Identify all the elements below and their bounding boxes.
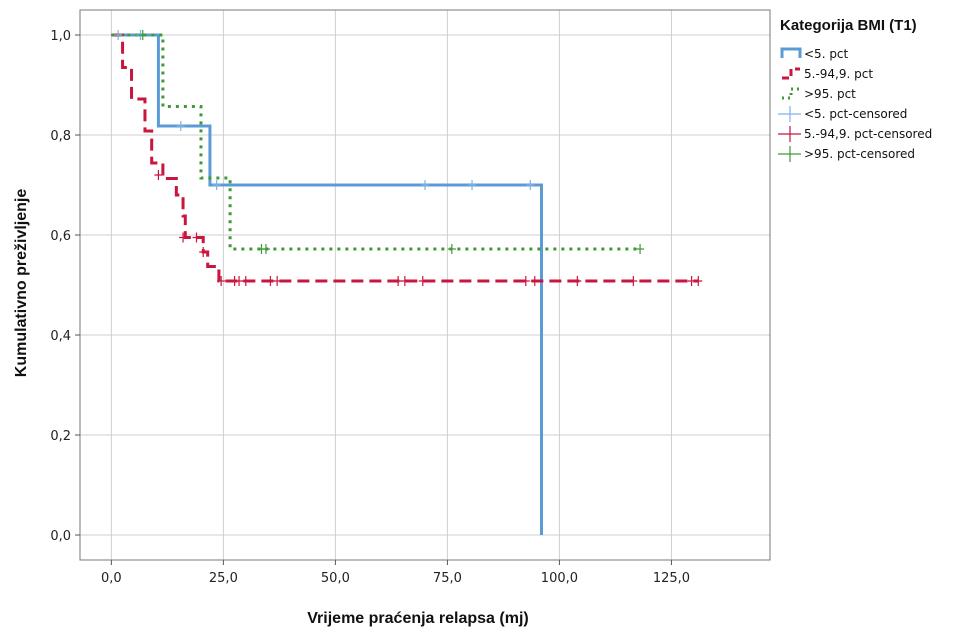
series-line-3 (111, 33, 641, 251)
series-line-1 (111, 33, 543, 535)
legend-item-3: >95. pct (782, 87, 856, 101)
y-tick-label: 0,0 (50, 529, 71, 544)
legend-censor-swatch (778, 146, 801, 162)
censor-mark (114, 30, 123, 40)
legend-label: 5.-94,9. pct-censored (804, 127, 932, 141)
y-tick-label: 0,2 (50, 429, 71, 444)
y-axis-title: Kumulativno preživljenje (13, 189, 30, 378)
x-tick-label: 25,0 (209, 571, 238, 586)
series-line-2 (111, 33, 699, 283)
legend-censored-item-3: >95. pct-censored (778, 146, 915, 162)
legend-censor-swatch (778, 106, 801, 122)
tick-layer: 0,0 25,0 50,0 75,0 100,0 125,0 0,0 0,2 0,4 0,6 0,8… (50, 29, 690, 586)
x-tick-label: 50,0 (321, 571, 350, 586)
censor-mark (192, 232, 201, 243)
legend-swatch (780, 47, 802, 58)
grid-layer (80, 10, 770, 560)
legend-items: <5. pct 5.-94,9. pct >95. pct <5. pct-censo… (778, 47, 932, 162)
legend-label: >95. pct-censored (804, 147, 915, 161)
y-tick-label: 0,4 (50, 329, 71, 344)
x-tick-label: 75,0 (433, 571, 462, 586)
censor-mark (418, 276, 427, 286)
censor-mark (212, 180, 221, 190)
series-layer (111, 33, 699, 535)
legend-censor-swatch (778, 126, 801, 142)
plot-frame (79, 9, 771, 561)
censor-mark (154, 170, 163, 180)
x-axis-title: Vrijeme praćenja relapsa (mj) (307, 610, 528, 627)
censor-mark (636, 244, 645, 254)
legend-label: <5. pct (804, 47, 849, 61)
y-tick-label: 0,8 (50, 129, 71, 144)
censor-mark (694, 276, 703, 286)
censor-mark (573, 276, 582, 286)
censor-mark (468, 180, 477, 190)
legend-swatch (782, 87, 800, 100)
censor-mark (521, 276, 530, 286)
censor-mark (447, 244, 456, 254)
legend: Kategorija BMI (T1) <5. pct 5.-94,9. pct >… (778, 17, 932, 162)
censor-mark (530, 276, 539, 286)
censor-layer (114, 30, 703, 286)
censor-mark (217, 276, 226, 286)
censor-mark (199, 247, 208, 257)
legend-censored-item-2: 5.-94,9. pct-censored (778, 126, 932, 142)
legend-item-2: 5.-94,9. pct (782, 67, 873, 81)
censor-mark (629, 276, 638, 286)
censor-mark (687, 276, 696, 286)
censor-mark (176, 121, 185, 131)
censor-mark (138, 30, 147, 40)
x-tick-label: 0,0 (101, 571, 122, 586)
legend-censored-item-1: <5. pct-censored (778, 106, 907, 122)
censor-mark (394, 276, 403, 286)
censor-mark (273, 276, 282, 286)
censor-mark (179, 232, 188, 243)
legend-label: 5.-94,9. pct (804, 67, 873, 81)
y-tick-label: 1,0 (50, 29, 71, 44)
censor-mark (421, 180, 429, 190)
x-tick-label: 100,0 (541, 571, 578, 586)
censor-mark (235, 276, 244, 286)
censor-mark (400, 276, 409, 286)
legend-label: >95. pct (804, 87, 856, 101)
legend-title: Kategorija BMI (T1) (780, 17, 917, 34)
y-tick-label: 0,6 (50, 229, 71, 244)
legend-label: <5. pct-censored (804, 107, 907, 121)
censor-mark (526, 180, 535, 190)
censor-mark (241, 276, 250, 286)
x-tick-label: 125,0 (653, 571, 690, 586)
legend-item-1: <5. pct (780, 47, 849, 61)
censor-mark (266, 276, 275, 286)
censor-mark (261, 244, 270, 254)
legend-swatch (782, 67, 800, 80)
